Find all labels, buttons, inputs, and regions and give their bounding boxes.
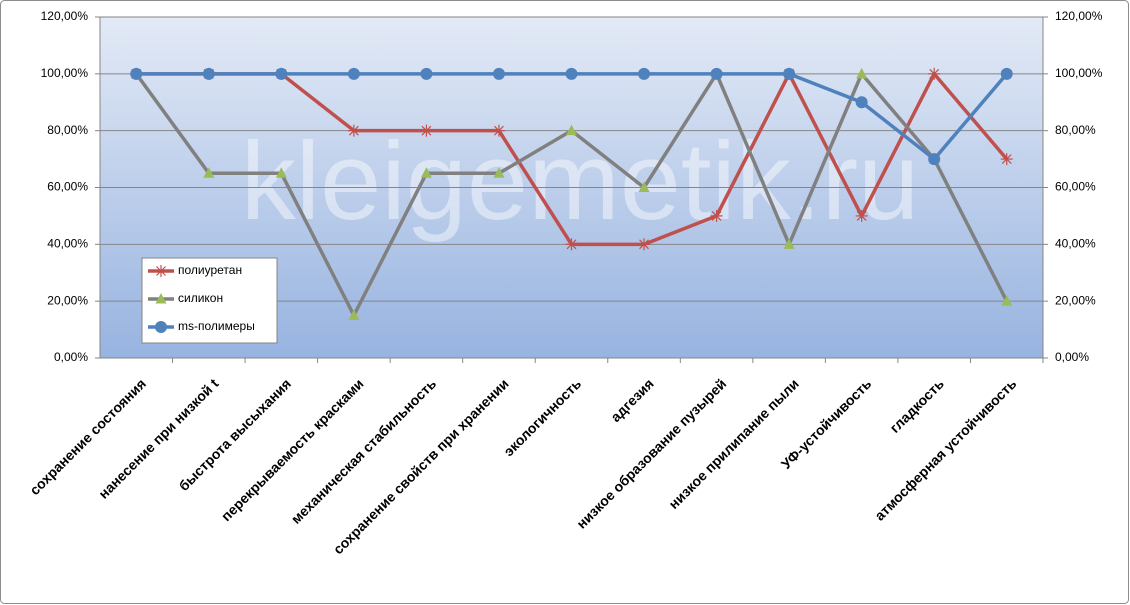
y-tick-label: 120,00% bbox=[41, 9, 89, 23]
marker-triangle bbox=[856, 67, 868, 79]
marker-triangle bbox=[203, 167, 215, 178]
marker-stroke bbox=[711, 210, 722, 221]
marker-circle bbox=[275, 67, 288, 80]
marker-circle bbox=[130, 67, 143, 80]
y2-tick-label: 60,00% bbox=[1055, 180, 1096, 194]
marker-star bbox=[638, 238, 651, 251]
marker-star bbox=[420, 124, 433, 137]
y-tick-label: 20,00% bbox=[47, 293, 88, 307]
marker-stroke bbox=[639, 239, 649, 250]
y-tick-label: 100,00% bbox=[41, 66, 89, 80]
marker-circle bbox=[1000, 67, 1013, 80]
marker-star bbox=[155, 265, 167, 277]
marker-stroke bbox=[856, 210, 867, 221]
marker-triangle bbox=[638, 181, 650, 192]
marker-star bbox=[347, 124, 360, 137]
y-tick-label: 60,00% bbox=[47, 180, 88, 194]
marker-triangle bbox=[1001, 295, 1013, 306]
legend-label: ms-полимеры bbox=[178, 319, 255, 333]
y2-tick-label: 100,00% bbox=[1055, 66, 1103, 80]
marker-circle bbox=[202, 67, 215, 80]
marker-stroke bbox=[494, 125, 504, 136]
marker-triangle bbox=[420, 167, 432, 178]
marker-circle bbox=[783, 67, 796, 80]
y-tick-label: 80,00% bbox=[47, 123, 88, 137]
y2-tick-label: 0,00% bbox=[1055, 350, 1089, 364]
marker-star bbox=[710, 209, 723, 222]
marker-triangle bbox=[783, 238, 795, 249]
marker-circle bbox=[710, 67, 723, 80]
marker-star bbox=[928, 67, 941, 80]
watermark: kleigemetik.ru bbox=[241, 120, 920, 243]
marker-circle bbox=[155, 321, 167, 333]
y2-tick-label: 120,00% bbox=[1055, 9, 1103, 23]
legend-label: полиуретан bbox=[178, 263, 242, 277]
marker-triangle bbox=[493, 167, 505, 178]
marker-circle bbox=[855, 96, 868, 109]
marker-circle bbox=[928, 153, 941, 166]
marker-triangle bbox=[348, 309, 360, 320]
marker-circle bbox=[420, 67, 433, 80]
marker-triangle bbox=[155, 293, 167, 304]
y2-tick-label: 80,00% bbox=[1055, 123, 1096, 137]
marker-circle bbox=[347, 67, 360, 80]
marker-triangle bbox=[275, 167, 287, 178]
marker-stroke bbox=[566, 239, 577, 250]
marker-stroke bbox=[156, 266, 166, 276]
legend: полиуретан силикон ms-полимеры bbox=[141, 257, 278, 344]
marker-stroke bbox=[348, 125, 359, 136]
marker-stroke bbox=[421, 125, 432, 136]
marker-star bbox=[855, 209, 868, 222]
marker-stroke bbox=[1001, 154, 1012, 165]
marker-star bbox=[492, 124, 505, 137]
marker-circle bbox=[638, 67, 651, 80]
y2-tick-label: 40,00% bbox=[1055, 237, 1096, 251]
marker-stroke bbox=[929, 68, 940, 79]
marker-star bbox=[1000, 153, 1013, 166]
y-tick-label: 0,00% bbox=[54, 350, 88, 364]
marker-circle bbox=[565, 67, 578, 80]
legend-label: силикон bbox=[178, 291, 223, 305]
y-tick-label: 40,00% bbox=[47, 237, 88, 251]
marker-star bbox=[565, 238, 578, 251]
y2-tick-label: 20,00% bbox=[1055, 293, 1096, 307]
marker-triangle bbox=[566, 124, 577, 136]
marker-circle bbox=[492, 67, 505, 80]
